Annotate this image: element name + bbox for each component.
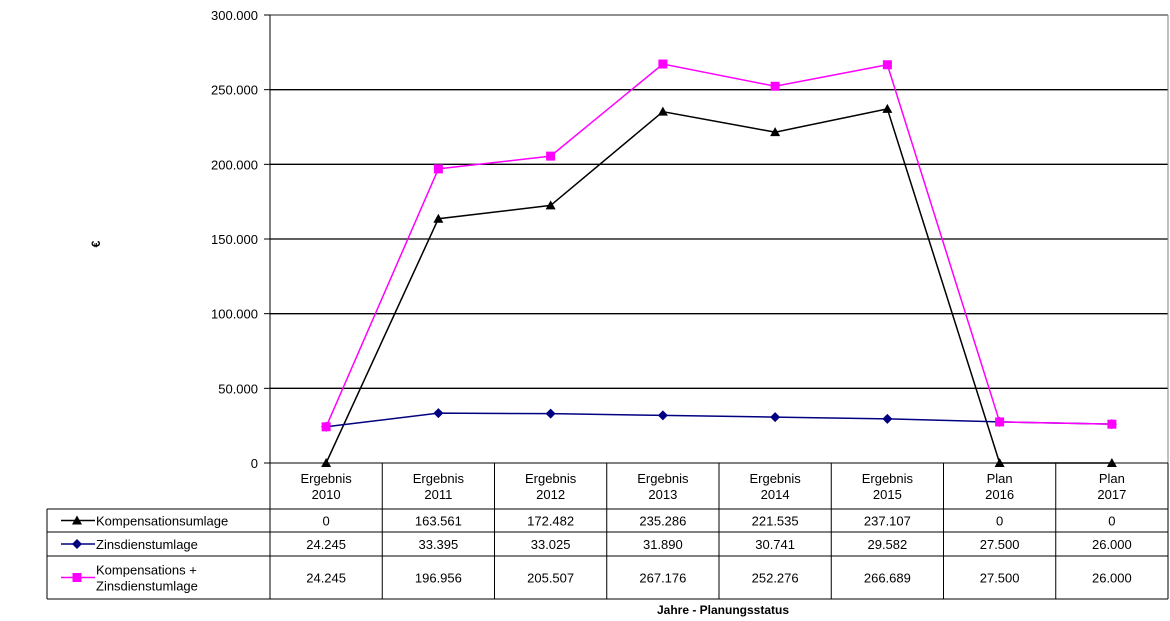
data-point <box>658 59 668 69</box>
series-line <box>326 412 1112 428</box>
legend-label: Kompensations + Zinsdienstumlage <box>96 563 198 594</box>
y-tick-label: 300.000 <box>211 8 258 23</box>
data-point <box>882 413 893 424</box>
data-point <box>882 60 892 70</box>
y-tick-label: 100.000 <box>211 307 258 322</box>
data-point <box>995 417 1005 427</box>
x-tick-label: Ergebnis 2011 <box>413 471 465 502</box>
table-cell-value: 267.176 <box>639 571 686 586</box>
y-tick-label: 0 <box>251 456 258 471</box>
legend-label: Zinsdienstumlage <box>96 537 198 552</box>
data-point <box>72 573 82 582</box>
data-table: Ergebnis 2010 Ergebnis 2011 Ergebnis 2012 Erge… <box>46 463 1169 600</box>
data-point <box>770 412 781 423</box>
data-point <box>321 422 331 432</box>
data-point <box>1107 419 1117 429</box>
data-point <box>657 106 668 116</box>
table-cell-value: 237.107 <box>864 514 911 529</box>
table-cell-value: 29.582 <box>867 537 907 552</box>
table-cell-value: 196.956 <box>415 571 462 586</box>
table-cell-value: 221.535 <box>752 514 799 529</box>
table-cell-value: 31.890 <box>643 537 683 552</box>
legend-label: Kompensationsumlage <box>96 514 228 529</box>
table-cell-value: 24.245 <box>306 571 346 586</box>
table-cell-value: 0 <box>996 514 1003 529</box>
gridlines <box>270 14 1169 463</box>
data-point <box>433 164 443 174</box>
table-cell-value: 24.245 <box>306 537 346 552</box>
y-axis-title: € <box>89 240 103 247</box>
table-cell-value: 205.507 <box>527 571 574 586</box>
y-tick-labels: 0 50.000 100.000 150.000 200.000 250.000 300.0… <box>211 8 258 471</box>
table-cell-value: 235.286 <box>639 514 686 529</box>
series-line <box>325 108 1112 464</box>
x-tick-label: Plan 2016 <box>985 471 1014 502</box>
y-tick-label: 50.000 <box>218 381 258 396</box>
y-tick-label: 200.000 <box>211 157 258 172</box>
data-point <box>545 200 556 210</box>
data-point <box>1106 458 1117 467</box>
table-cell-value: 252.276 <box>752 571 799 586</box>
table-cell-value: 26.000 <box>1092 537 1132 552</box>
table-cell-value: 266.689 <box>864 571 911 586</box>
series-lines <box>321 59 1117 467</box>
x-tick-label: Ergebnis 2014 <box>749 471 801 502</box>
table-cell-value: 0 <box>323 514 330 529</box>
table-cell-value: 33.025 <box>531 537 571 552</box>
table-cell-value: 163.561 <box>415 514 462 529</box>
table-cell-value: 0 <box>1108 514 1115 529</box>
table-cell-value: 172.482 <box>527 514 574 529</box>
x-tick-label: Ergebnis 2010 <box>300 471 352 502</box>
x-tick-label: Ergebnis 2015 <box>862 471 914 502</box>
table-cell-value: 26.000 <box>1092 571 1132 586</box>
data-point <box>545 408 556 419</box>
table-cell-value: 27.500 <box>980 537 1020 552</box>
data-point <box>546 151 556 161</box>
series-line <box>325 63 1112 428</box>
y-tick-label: 150.000 <box>211 232 258 247</box>
x-tick-label: Plan 2017 <box>1097 471 1126 502</box>
table-cell-value: 30.741 <box>755 537 795 552</box>
x-axis-title: Jahre - Planungsstatus <box>657 603 789 617</box>
data-point <box>72 515 82 525</box>
y-tick-label: 250.000 <box>211 83 258 98</box>
data-point <box>657 410 668 421</box>
table-cell-value: 27.500 <box>980 571 1020 586</box>
x-tick-label: Ergebnis 2013 <box>637 471 689 502</box>
data-point <box>321 458 332 467</box>
data-point <box>72 539 82 549</box>
x-tick-label: Ergebnis 2012 <box>525 471 577 502</box>
data-point <box>770 81 780 91</box>
data-point <box>433 213 444 223</box>
data-point <box>433 408 444 419</box>
table-cell-value: 33.395 <box>418 537 458 552</box>
data-point <box>770 127 781 137</box>
data-point <box>882 103 893 113</box>
data-point <box>994 458 1005 467</box>
